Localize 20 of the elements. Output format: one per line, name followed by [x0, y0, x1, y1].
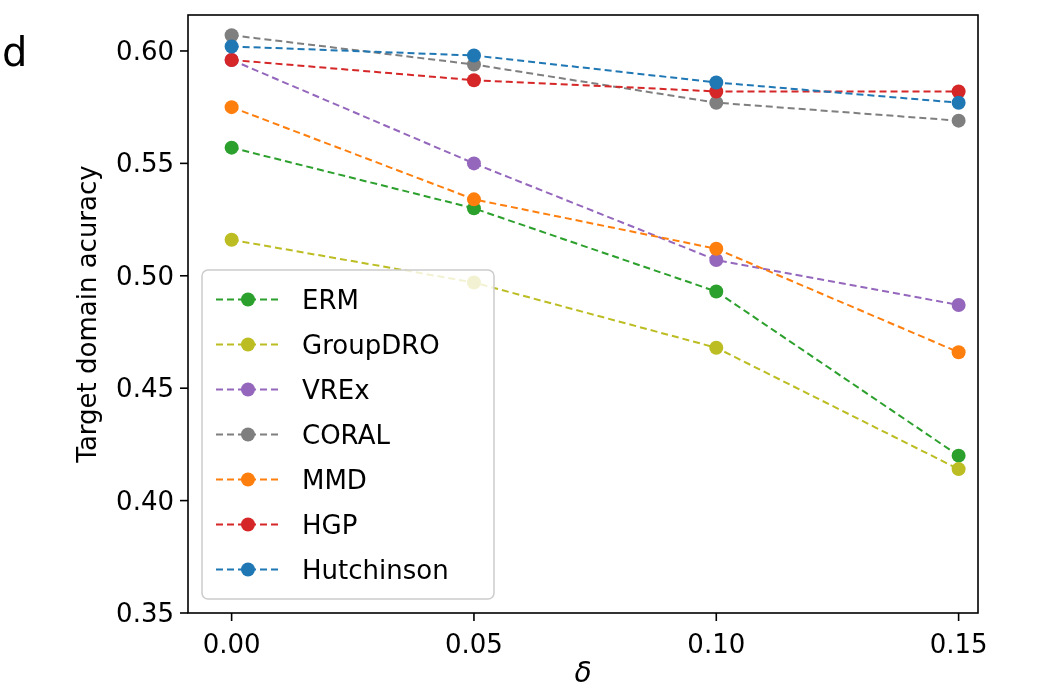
y-axis-title: Target domain acuracy — [72, 165, 102, 464]
y-tick-label: 0.40 — [116, 485, 174, 516]
x-tick-label: 0.00 — [202, 629, 261, 659]
y-tick-label: 0.50 — [116, 260, 174, 291]
x-tick-label: 0.05 — [445, 629, 503, 659]
legend-label: ERM — [302, 284, 359, 315]
x-axis-title: δ — [574, 656, 592, 688]
x-tick-label: 0.15 — [929, 629, 988, 659]
legend-label: CORAL — [302, 419, 391, 450]
legend-label: Hutchinson — [302, 554, 449, 585]
x-tick-label: 0.10 — [687, 629, 746, 659]
legend-label: GroupDRO — [302, 329, 440, 360]
legend-label: MMD — [302, 464, 367, 495]
y-tick-label: 0.45 — [116, 373, 174, 404]
y-tick-label: 0.60 — [116, 36, 174, 67]
text: d — [2, 29, 28, 75]
legend-label: HGP — [302, 509, 358, 540]
y-tick-label: 0.35 — [116, 598, 174, 629]
y-tick-label: 0.55 — [116, 148, 174, 179]
legend-label: VREx — [302, 374, 370, 405]
